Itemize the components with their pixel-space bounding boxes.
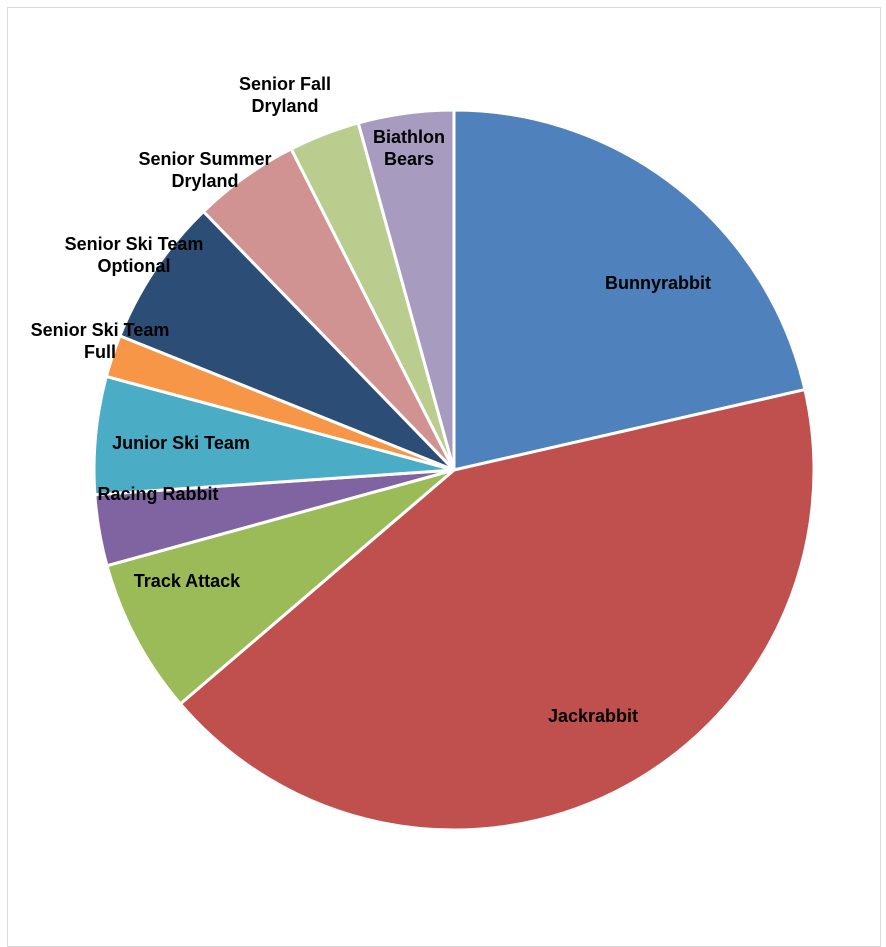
slice-label-racing-rabbit: Racing Rabbit: [97, 484, 218, 504]
slice-label-track-attack: Track Attack: [134, 571, 241, 591]
slice-label-biathlon-bears: Biathlon Bears: [373, 127, 445, 169]
slice-label-jackrabbit: Jackrabbit: [548, 706, 638, 726]
pie-slice-track-attack: [105, 468, 456, 706]
slice-label-senior-fall-dryland: Senior Fall Dryland: [239, 74, 331, 116]
pie-slice-jackrabbit: [178, 388, 816, 832]
pie-labels: Bunnyrabbit Jackrabbit Track Attack Racing …: [31, 74, 711, 726]
slice-label-junior-ski-team: Junior Ski Team: [112, 433, 250, 453]
slice-label-bunnyrabbit: Bunnyrabbit: [605, 273, 711, 293]
pie-slice-bunnyrabbit: [452, 108, 807, 472]
pie-slices: [92, 108, 816, 832]
slice-label-senior-ski-team-optional: Senior Ski Team Optional: [65, 234, 204, 276]
slice-label-senior-summer-dryland: Senior Summer Dryland: [138, 149, 271, 191]
slice-label-senior-ski-team-full: Senior Ski Team Full: [31, 320, 170, 362]
pie-slice-biathlon-bears: [356, 108, 456, 472]
pie-slice-senior-ski-team-optional: [118, 209, 456, 472]
